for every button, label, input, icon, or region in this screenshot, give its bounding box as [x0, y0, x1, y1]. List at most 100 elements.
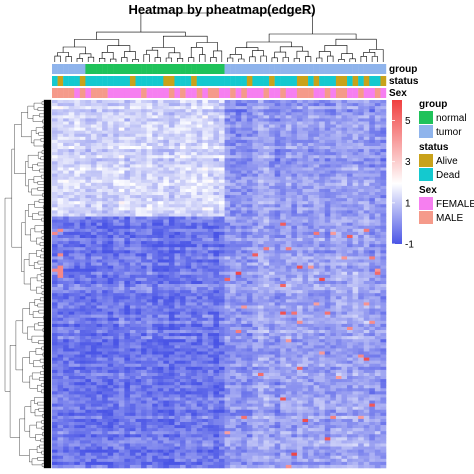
heatmap-cell — [85, 253, 92, 257]
heatmap-cell — [96, 109, 103, 113]
heatmap-cell — [241, 311, 248, 315]
heatmap-cell — [296, 124, 303, 128]
heatmap-cell — [363, 103, 370, 107]
heatmap-cell — [313, 231, 320, 236]
heatmap-cell — [102, 136, 108, 141]
heatmap-cell — [330, 133, 337, 138]
heatmap-cell — [113, 225, 120, 230]
heatmap-cell — [369, 201, 376, 205]
heatmap-cell — [129, 287, 136, 291]
heatmap-cell — [263, 146, 270, 150]
heatmap-cell — [129, 170, 136, 174]
heatmap-cell — [52, 302, 58, 306]
heatmap-cell — [246, 139, 253, 144]
heatmap-cell — [335, 290, 342, 294]
heatmap-cell — [269, 231, 275, 236]
heatmap-cell — [257, 136, 264, 141]
heatmap-cell — [380, 179, 387, 184]
heatmap-cell — [369, 222, 376, 227]
heatmap-cell — [257, 155, 264, 159]
heatmap-cell — [257, 265, 264, 269]
heatmap-cell — [330, 284, 337, 288]
heatmap-cell — [246, 274, 253, 279]
heatmap-cell — [74, 103, 81, 107]
heatmap-cell — [352, 130, 359, 135]
heatmap-cell — [246, 173, 253, 177]
heatmap-cell — [274, 228, 281, 233]
heatmap-cell — [341, 247, 348, 251]
heatmap-cell — [291, 188, 298, 193]
heatmap-cell — [296, 155, 303, 159]
annotation-cell — [269, 88, 275, 98]
heatmap-cell — [335, 192, 342, 196]
heatmap-cell — [163, 118, 170, 122]
heatmap-cell — [302, 158, 309, 162]
heatmap-cell — [135, 238, 142, 242]
heatmap-cell — [79, 170, 86, 174]
heatmap-cell — [213, 142, 220, 147]
heatmap-cell — [335, 222, 342, 227]
heatmap-cell — [335, 277, 342, 282]
heatmap-cell — [96, 170, 103, 174]
heatmap-cell — [330, 256, 337, 260]
heatmap-cell — [85, 185, 92, 190]
heatmap-cell — [185, 158, 192, 162]
heatmap-cell — [90, 192, 97, 196]
heatmap-cell — [191, 238, 198, 242]
heatmap-cell — [79, 179, 86, 184]
heatmap-cell — [146, 195, 153, 199]
heatmap-cell — [352, 308, 359, 312]
heatmap-cell — [174, 222, 181, 227]
heatmap-cell — [157, 198, 164, 202]
heatmap-cell — [308, 195, 314, 199]
heatmap-cell — [213, 192, 220, 196]
heatmap-cell — [347, 158, 353, 162]
heatmap-cell — [157, 268, 164, 273]
heatmap-cell — [341, 314, 348, 319]
annotation-cell — [63, 64, 69, 74]
heatmap-cell — [274, 158, 281, 162]
heatmap-cell — [213, 133, 220, 138]
heatmap-cell — [241, 238, 248, 242]
annotation-cell — [118, 76, 125, 86]
heatmap-cell — [180, 287, 186, 291]
heatmap-cell — [269, 311, 275, 315]
heatmap-cell — [129, 247, 136, 251]
annotation-label-status: status — [389, 76, 419, 87]
heatmap-cell — [68, 314, 75, 319]
dendrogram-branch — [177, 58, 184, 62]
heatmap-cell — [52, 130, 58, 135]
heatmap-cell — [235, 225, 242, 230]
heatmap-cell — [358, 176, 365, 181]
heatmap-cell — [335, 188, 342, 193]
heatmap-cell — [241, 112, 248, 116]
heatmap-cell — [241, 106, 248, 110]
heatmap-cell — [285, 323, 292, 328]
heatmap-cell — [235, 152, 242, 156]
heatmap-cell — [285, 146, 292, 150]
dendrogram-branch — [110, 58, 117, 62]
heatmap-cell — [102, 158, 108, 162]
heatmap-cell — [241, 164, 248, 168]
heatmap-cell — [330, 121, 337, 125]
heatmap-cell — [63, 112, 69, 116]
heatmap-cell — [347, 259, 353, 263]
heatmap-cell — [180, 161, 186, 165]
heatmap-cell — [241, 198, 248, 202]
heatmap-cell — [57, 222, 64, 227]
heatmap-cell — [280, 146, 287, 150]
heatmap-cell — [269, 130, 275, 135]
heatmap-cell — [330, 139, 337, 144]
heatmap-cell — [324, 265, 331, 269]
heatmap-cell — [380, 136, 387, 141]
heatmap-cell — [374, 167, 381, 171]
heatmap-cell — [291, 158, 298, 162]
heatmap-cell — [319, 241, 326, 245]
heatmap-cell — [302, 136, 309, 141]
heatmap-cell — [308, 293, 314, 297]
heatmap-cell — [324, 173, 331, 177]
dendrogram-branch — [4, 197, 12, 392]
dendrogram-branch — [79, 53, 92, 59]
annotation-cell — [330, 64, 337, 74]
heatmap-cell — [113, 308, 120, 312]
